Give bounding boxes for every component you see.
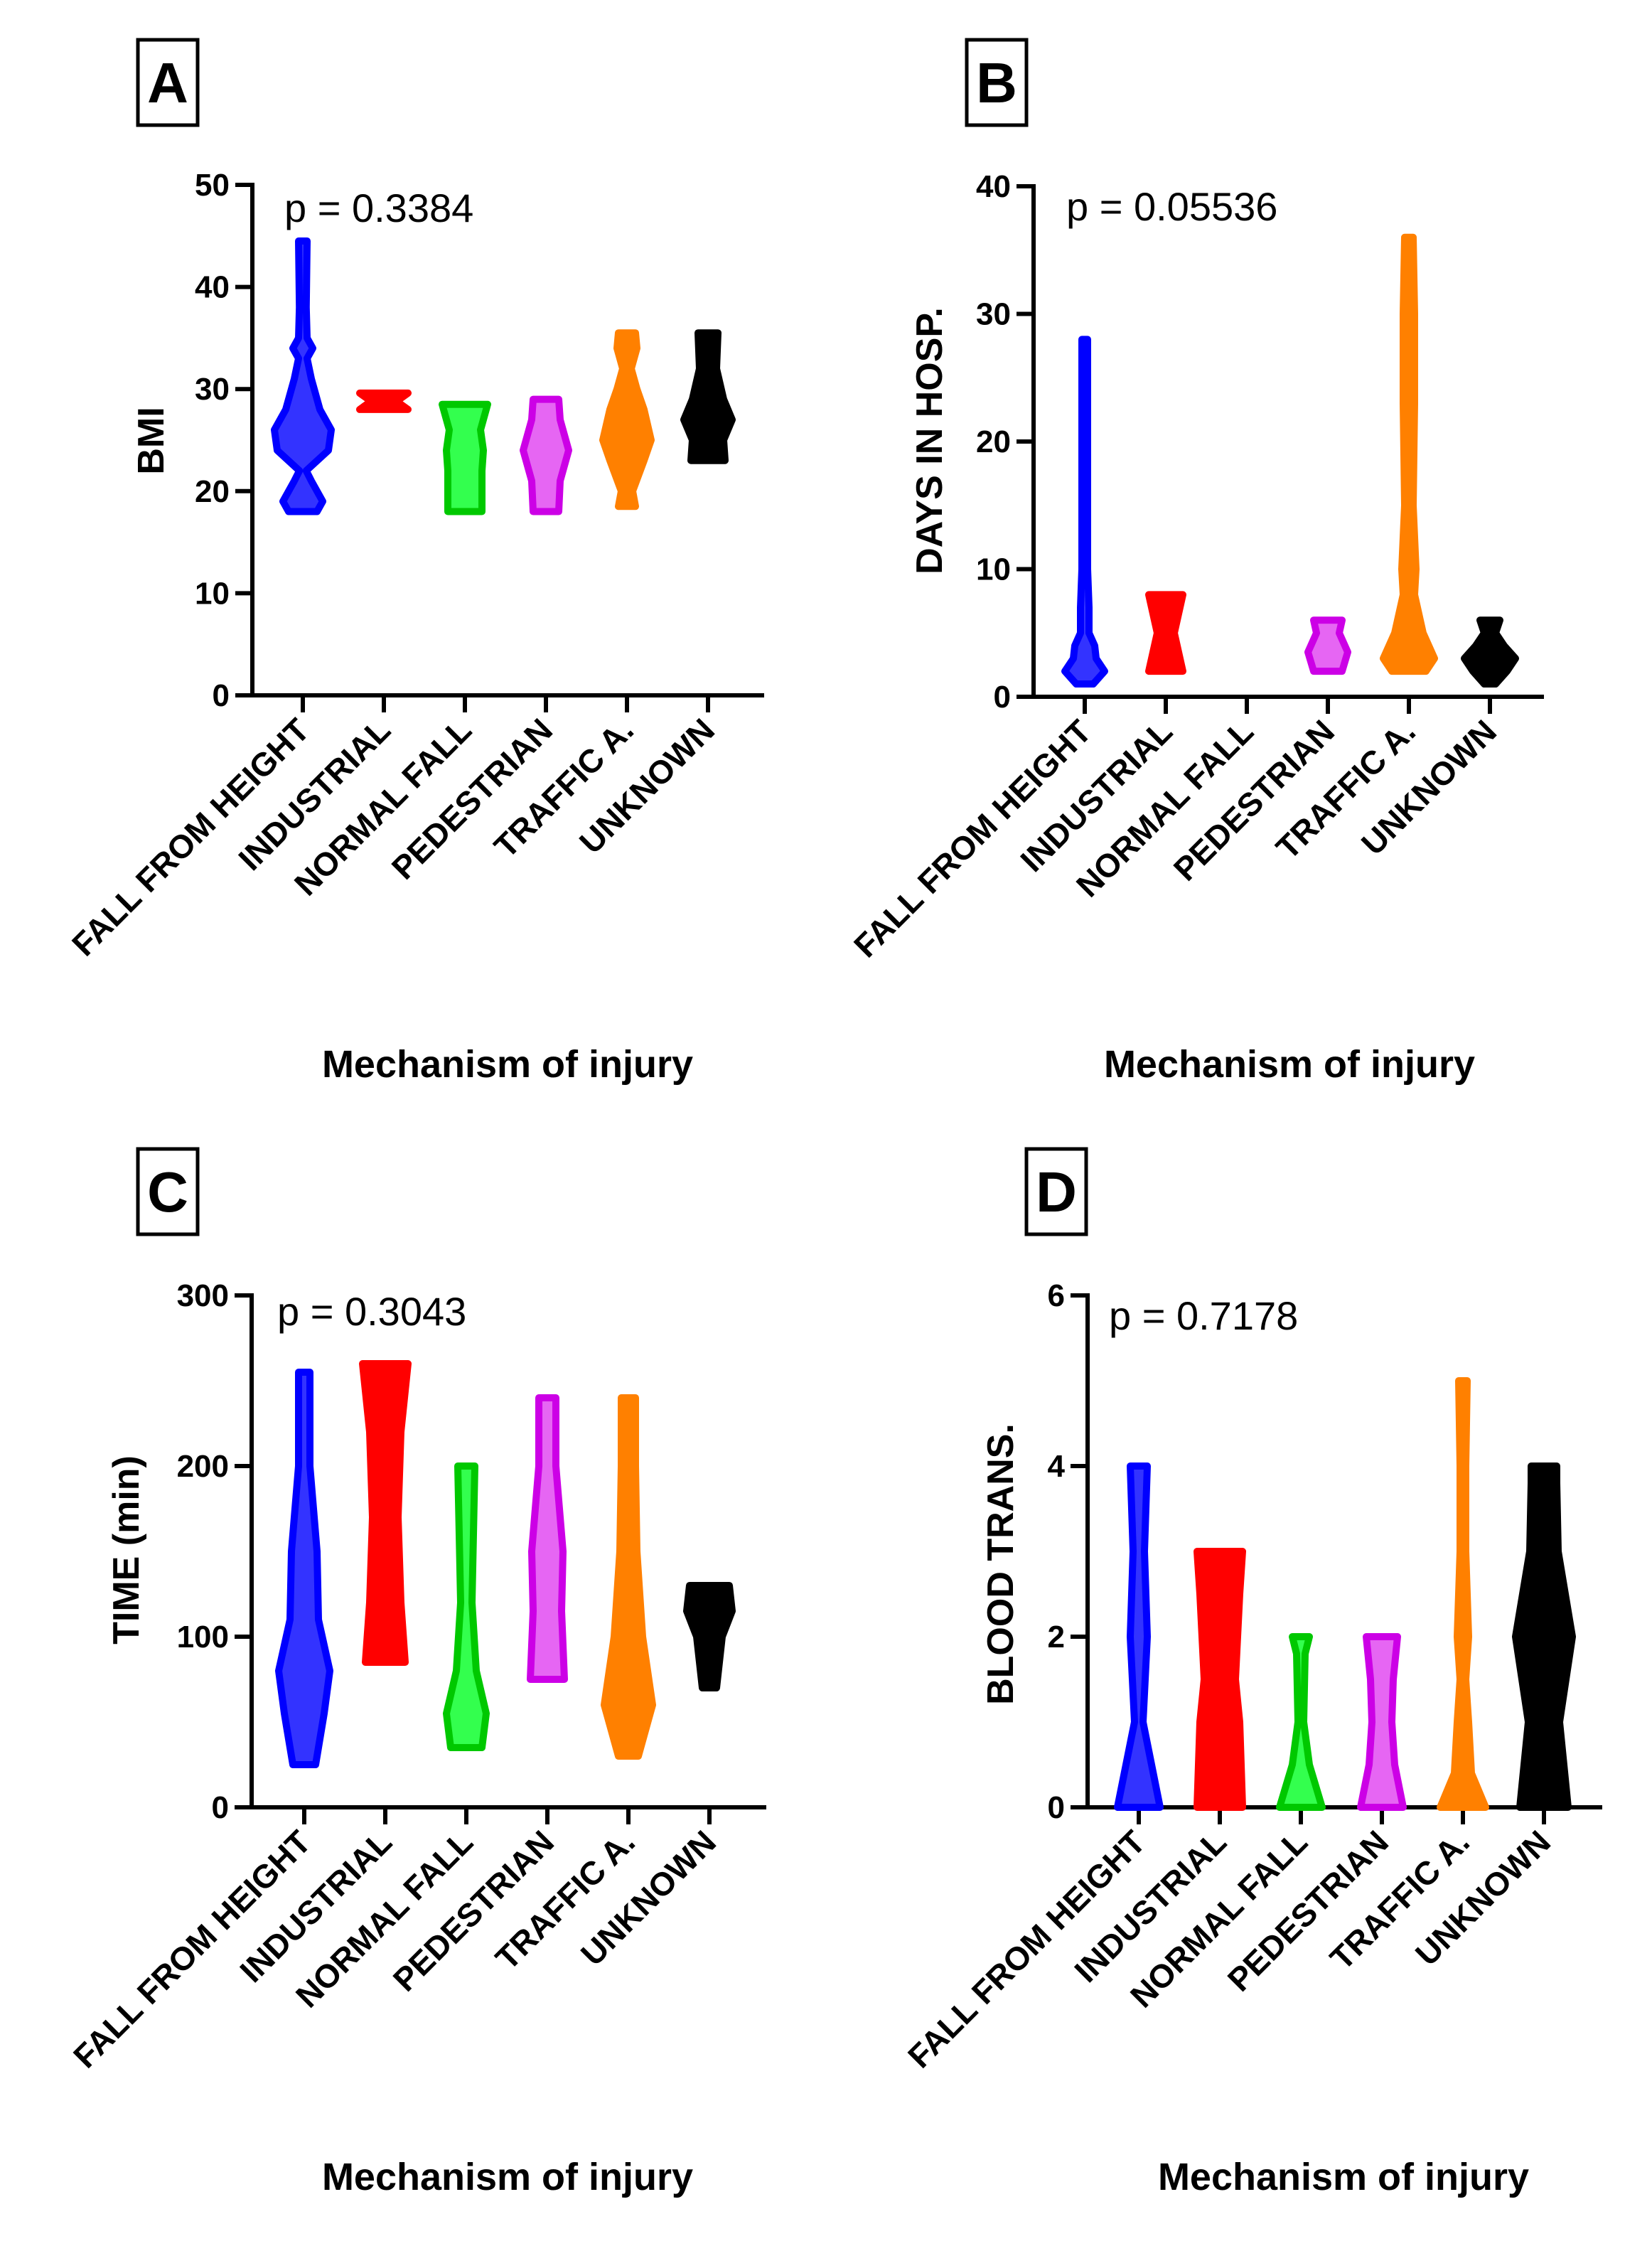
panel-label-box bbox=[1024, 1147, 1088, 1236]
panel-label: B bbox=[976, 51, 1017, 114]
violin-pedestrian bbox=[1304, 616, 1351, 675]
x-axis-title: Mechanism of injury bbox=[1158, 2156, 1529, 2198]
violin-unknown bbox=[680, 329, 736, 464]
violin-traffic-a bbox=[601, 1394, 656, 1760]
p-value-annotation: p = 0.3043 bbox=[277, 1289, 466, 1334]
p-value-annotation: p = 0.3384 bbox=[284, 186, 473, 230]
violin-industrial bbox=[356, 389, 412, 413]
violin-normal-fall bbox=[439, 400, 491, 515]
y-tick-label: 200 bbox=[177, 1449, 229, 1484]
violin-normal-fall bbox=[443, 1462, 490, 1751]
violin-pedestrian bbox=[527, 1394, 568, 1683]
y-axis-label: BLOOD TRANS. bbox=[980, 1423, 1021, 1705]
y-axis-label: TIME (min) bbox=[106, 1455, 147, 1645]
violin-industrial bbox=[359, 1360, 412, 1666]
y-tick-label: 0 bbox=[212, 1790, 229, 1825]
y-tick-label: 10 bbox=[976, 552, 1011, 587]
x-axis-title: Mechanism of injury bbox=[1104, 1043, 1475, 1086]
y-tick-label: 300 bbox=[177, 1278, 229, 1313]
violin-traffic-a bbox=[1380, 233, 1438, 675]
panel-label-box bbox=[136, 38, 200, 127]
violin-traffic-a bbox=[1437, 1377, 1489, 1811]
violin-fall-from-height bbox=[275, 1369, 333, 1768]
y-tick-label: 100 bbox=[177, 1620, 229, 1654]
violin-fall-from-height bbox=[271, 237, 335, 515]
violin-normal-fall bbox=[1276, 1633, 1326, 1811]
violin-pedestrian bbox=[1357, 1633, 1407, 1811]
violin-unknown bbox=[683, 1582, 736, 1691]
y-tick-label: 40 bbox=[976, 169, 1011, 204]
x-axis-title: Mechanism of injury bbox=[322, 2156, 693, 2198]
p-value-annotation: p = 0.7178 bbox=[1109, 1293, 1298, 1338]
y-tick-label: 20 bbox=[976, 424, 1011, 459]
y-tick-label: 6 bbox=[1048, 1278, 1065, 1313]
violin-fall-from-height bbox=[1061, 336, 1108, 688]
y-tick-label: 40 bbox=[195, 270, 230, 305]
panel-label: A bbox=[147, 51, 188, 114]
y-tick-label: 10 bbox=[195, 576, 230, 611]
y-tick-label: 50 bbox=[195, 168, 230, 203]
violin-pedestrian bbox=[520, 395, 572, 515]
violin-unknown bbox=[1512, 1462, 1576, 1811]
p-value-annotation: p = 0.05536 bbox=[1066, 184, 1277, 229]
y-tick-label: 2 bbox=[1048, 1620, 1065, 1654]
y-tick-label: 4 bbox=[1048, 1449, 1066, 1484]
y-tick-label: 30 bbox=[976, 297, 1011, 332]
y-axis-label: BMI bbox=[131, 407, 172, 474]
violin-traffic-a bbox=[599, 329, 655, 510]
y-tick-label: 0 bbox=[994, 680, 1011, 715]
y-tick-label: 0 bbox=[213, 678, 230, 713]
violin-unknown bbox=[1461, 616, 1519, 688]
y-tick-label: 20 bbox=[195, 474, 230, 509]
violin-fall-from-height bbox=[1114, 1462, 1164, 1811]
y-tick-label: 0 bbox=[1048, 1790, 1065, 1825]
panel-label-box bbox=[136, 1147, 200, 1236]
x-axis-title: Mechanism of injury bbox=[322, 1043, 693, 1086]
y-axis-label: DAYS IN HOSP. bbox=[909, 307, 950, 574]
violin-industrial bbox=[1194, 1548, 1246, 1811]
panel-label: C bbox=[147, 1160, 188, 1224]
y-tick-label: 30 bbox=[195, 372, 230, 407]
violin-industrial bbox=[1145, 591, 1186, 675]
panel-label: D bbox=[1036, 1160, 1077, 1224]
panel-label-box bbox=[965, 38, 1029, 127]
